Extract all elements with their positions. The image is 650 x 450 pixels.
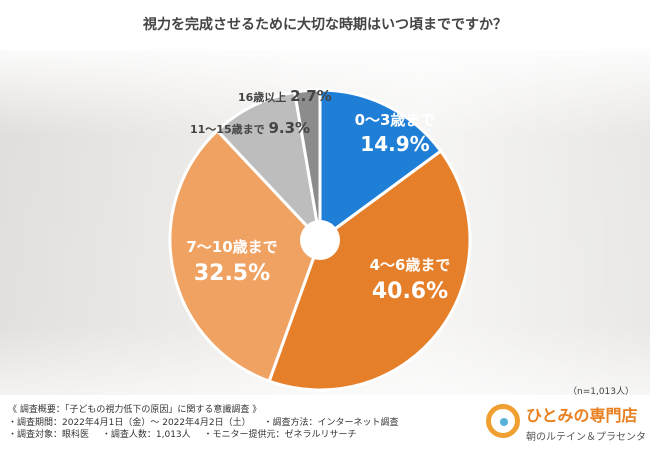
- survey-period: ・調査期間：2022年4月1日（金）〜 2022年4月2日（土）: [8, 417, 251, 428]
- slice-0-3: [318, 88, 443, 243]
- brand-name: ひとみの専門店: [526, 406, 638, 425]
- slice-11-15-value: 9.3%: [268, 119, 310, 137]
- footer: [0, 398, 650, 450]
- survey-count: ・調査人数：1,013人: [101, 430, 191, 440]
- survey-notes: 《 調査概要：「子どもの視力低下の原因」に関する意識調査 》 ・調査期間：202…: [8, 404, 478, 442]
- slice-7-10-label: 7〜10歳まで: [186, 238, 277, 256]
- slice-16-plus-value: 2.7%: [290, 87, 332, 105]
- slice-11-15-label-text: 11〜15歳まで: [190, 122, 268, 136]
- slice-11-15-label: 11〜15歳まで 9.3%: [190, 119, 310, 137]
- survey-overview: 《 調査概要：「子どもの視力低下の原因」に関する意識調査 》: [8, 405, 262, 415]
- chart-title: 視力を完成させるために大切な時期はいつ頃までですか？: [143, 17, 507, 33]
- pie-center-hole: [300, 220, 340, 260]
- survey-target: ・調査対象：眼科医: [8, 430, 90, 440]
- slice-16-plus-label-text: 16歳以上: [238, 90, 290, 104]
- slice-4-6: [267, 148, 472, 392]
- survey-method: ・調査方法：インターネット調査: [263, 417, 399, 428]
- brand-logo: ひとみの専門店 朝のルテイン＆プラセンタ: [486, 402, 646, 446]
- slice-7-10: [168, 128, 322, 384]
- survey-provider: ・モニター提供元：ゼネラルリサーチ: [203, 430, 357, 440]
- survey-line-2: ・調査対象：眼科医 ・調査人数：1,013人 ・モニター提供元：ゼネラルリサーチ: [8, 429, 478, 442]
- brand-subtitle: 朝のルテイン＆プラセンタ: [526, 432, 646, 443]
- eye-logo-icon: [486, 404, 520, 438]
- slice-0-3-label: 0〜3歳まで: [355, 111, 436, 129]
- slice-0-3-value: 14.9%: [360, 132, 429, 156]
- slice-16-plus-label: 16歳以上 2.7%: [238, 87, 332, 105]
- sample-size-note: （n=1,013人）: [567, 387, 634, 397]
- slice-4-6-value: 40.6%: [372, 279, 448, 304]
- slice-11-15: [215, 90, 323, 245]
- slice-16-plus: [292, 88, 322, 241]
- slice-7-10-value: 32.5%: [194, 261, 270, 286]
- survey-line-1: ・調査期間：2022年4月1日（金）〜 2022年4月2日（土） ・調査方法：イ…: [8, 417, 478, 430]
- slice-4-6-label: 4〜6歳まで: [370, 256, 451, 274]
